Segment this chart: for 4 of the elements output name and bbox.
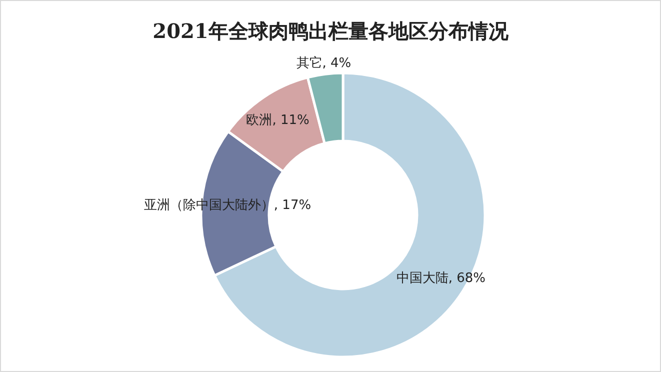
chart-title: 2021年全球肉鸭出栏量各地区分布情况	[152, 19, 510, 43]
slice-label: 欧洲, 11%	[246, 113, 310, 128]
slice-label: 中国大陆, 68%	[396, 271, 486, 286]
slice-label: 其它, 4%	[296, 55, 352, 72]
